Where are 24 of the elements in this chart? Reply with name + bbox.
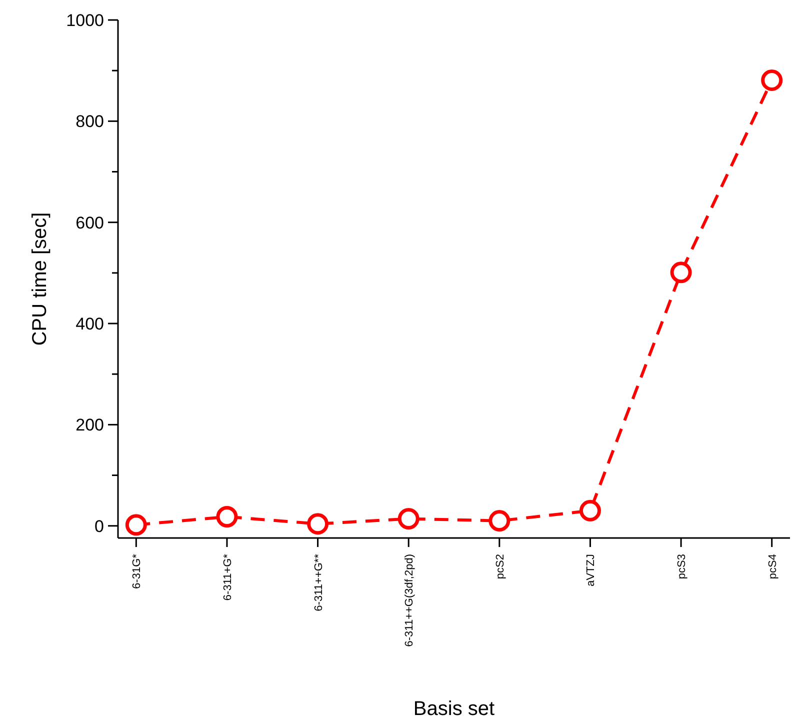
point xyxy=(125,514,147,536)
x-tick-label: 6-311++G** xyxy=(312,553,325,612)
point xyxy=(398,508,420,530)
point xyxy=(579,500,601,522)
x-tick-label: 6-311++G(3df,2pd) xyxy=(404,554,416,647)
point xyxy=(307,513,329,535)
y-tick-label: 1000 xyxy=(66,10,104,30)
x-tick-label: aVTZJ xyxy=(585,554,598,586)
x-tick-label: pcS4 xyxy=(766,554,779,580)
point xyxy=(761,69,783,91)
x-tick-label: pcS2 xyxy=(494,554,506,580)
x-axis-title: Basis set xyxy=(413,698,496,720)
y-axis-title: CPU time [sec] xyxy=(29,212,51,346)
y-tick-label: 400 xyxy=(76,314,104,334)
point xyxy=(488,510,510,532)
y-tick-label: 600 xyxy=(76,213,104,232)
y-tick-label: 0 xyxy=(94,516,104,536)
x-tick-label: 6-31G* xyxy=(131,553,144,589)
point xyxy=(670,262,692,284)
y-tick-label: 800 xyxy=(76,112,104,132)
x-tick-label: pcS3 xyxy=(676,554,688,580)
x-tick-label: 6-311+G* xyxy=(222,553,234,601)
y-tick-label: 200 xyxy=(76,416,104,435)
point xyxy=(216,506,238,528)
